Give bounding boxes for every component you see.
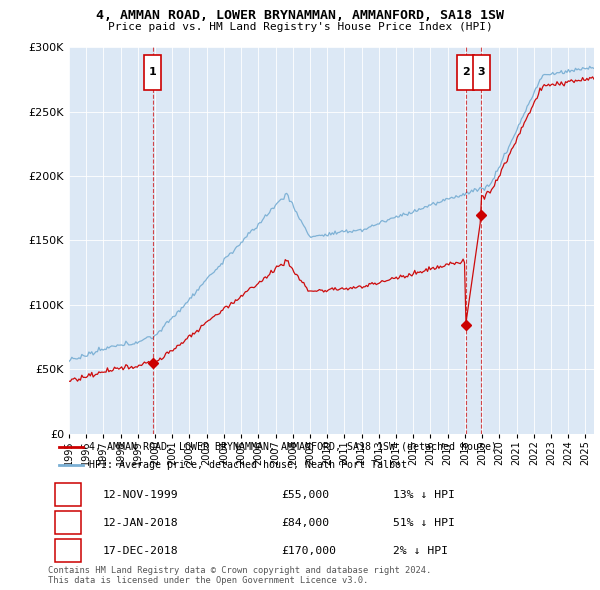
Text: 13% ↓ HPI: 13% ↓ HPI — [393, 490, 455, 500]
FancyBboxPatch shape — [457, 55, 474, 90]
Text: £170,000: £170,000 — [281, 546, 337, 556]
FancyBboxPatch shape — [144, 55, 161, 90]
Text: Price paid vs. HM Land Registry's House Price Index (HPI): Price paid vs. HM Land Registry's House … — [107, 22, 493, 32]
Text: 1: 1 — [64, 489, 71, 502]
Text: £55,000: £55,000 — [281, 490, 329, 500]
Text: 12-NOV-1999: 12-NOV-1999 — [103, 490, 178, 500]
Text: 51% ↓ HPI: 51% ↓ HPI — [393, 518, 455, 527]
Text: 2: 2 — [64, 516, 71, 529]
Text: 3: 3 — [64, 544, 71, 557]
Text: 12-JAN-2018: 12-JAN-2018 — [103, 518, 178, 527]
Text: 4, AMMAN ROAD, LOWER BRYNAMMAN, AMMANFORD, SA18 1SW (detached house): 4, AMMAN ROAD, LOWER BRYNAMMAN, AMMANFOR… — [89, 442, 497, 452]
Text: 3: 3 — [478, 67, 485, 77]
FancyBboxPatch shape — [473, 55, 490, 90]
Text: 2: 2 — [462, 67, 469, 77]
Text: 1: 1 — [149, 67, 157, 77]
Text: 2% ↓ HPI: 2% ↓ HPI — [393, 546, 448, 556]
Text: 4, AMMAN ROAD, LOWER BRYNAMMAN, AMMANFORD, SA18 1SW: 4, AMMAN ROAD, LOWER BRYNAMMAN, AMMANFOR… — [96, 9, 504, 22]
Text: £84,000: £84,000 — [281, 518, 329, 527]
FancyBboxPatch shape — [55, 512, 80, 534]
Text: 17-DEC-2018: 17-DEC-2018 — [103, 546, 178, 556]
FancyBboxPatch shape — [55, 483, 80, 506]
Text: HPI: Average price, detached house, Neath Port Talbot: HPI: Average price, detached house, Neat… — [89, 460, 407, 470]
Text: Contains HM Land Registry data © Crown copyright and database right 2024.
This d: Contains HM Land Registry data © Crown c… — [48, 566, 431, 585]
FancyBboxPatch shape — [55, 539, 80, 562]
